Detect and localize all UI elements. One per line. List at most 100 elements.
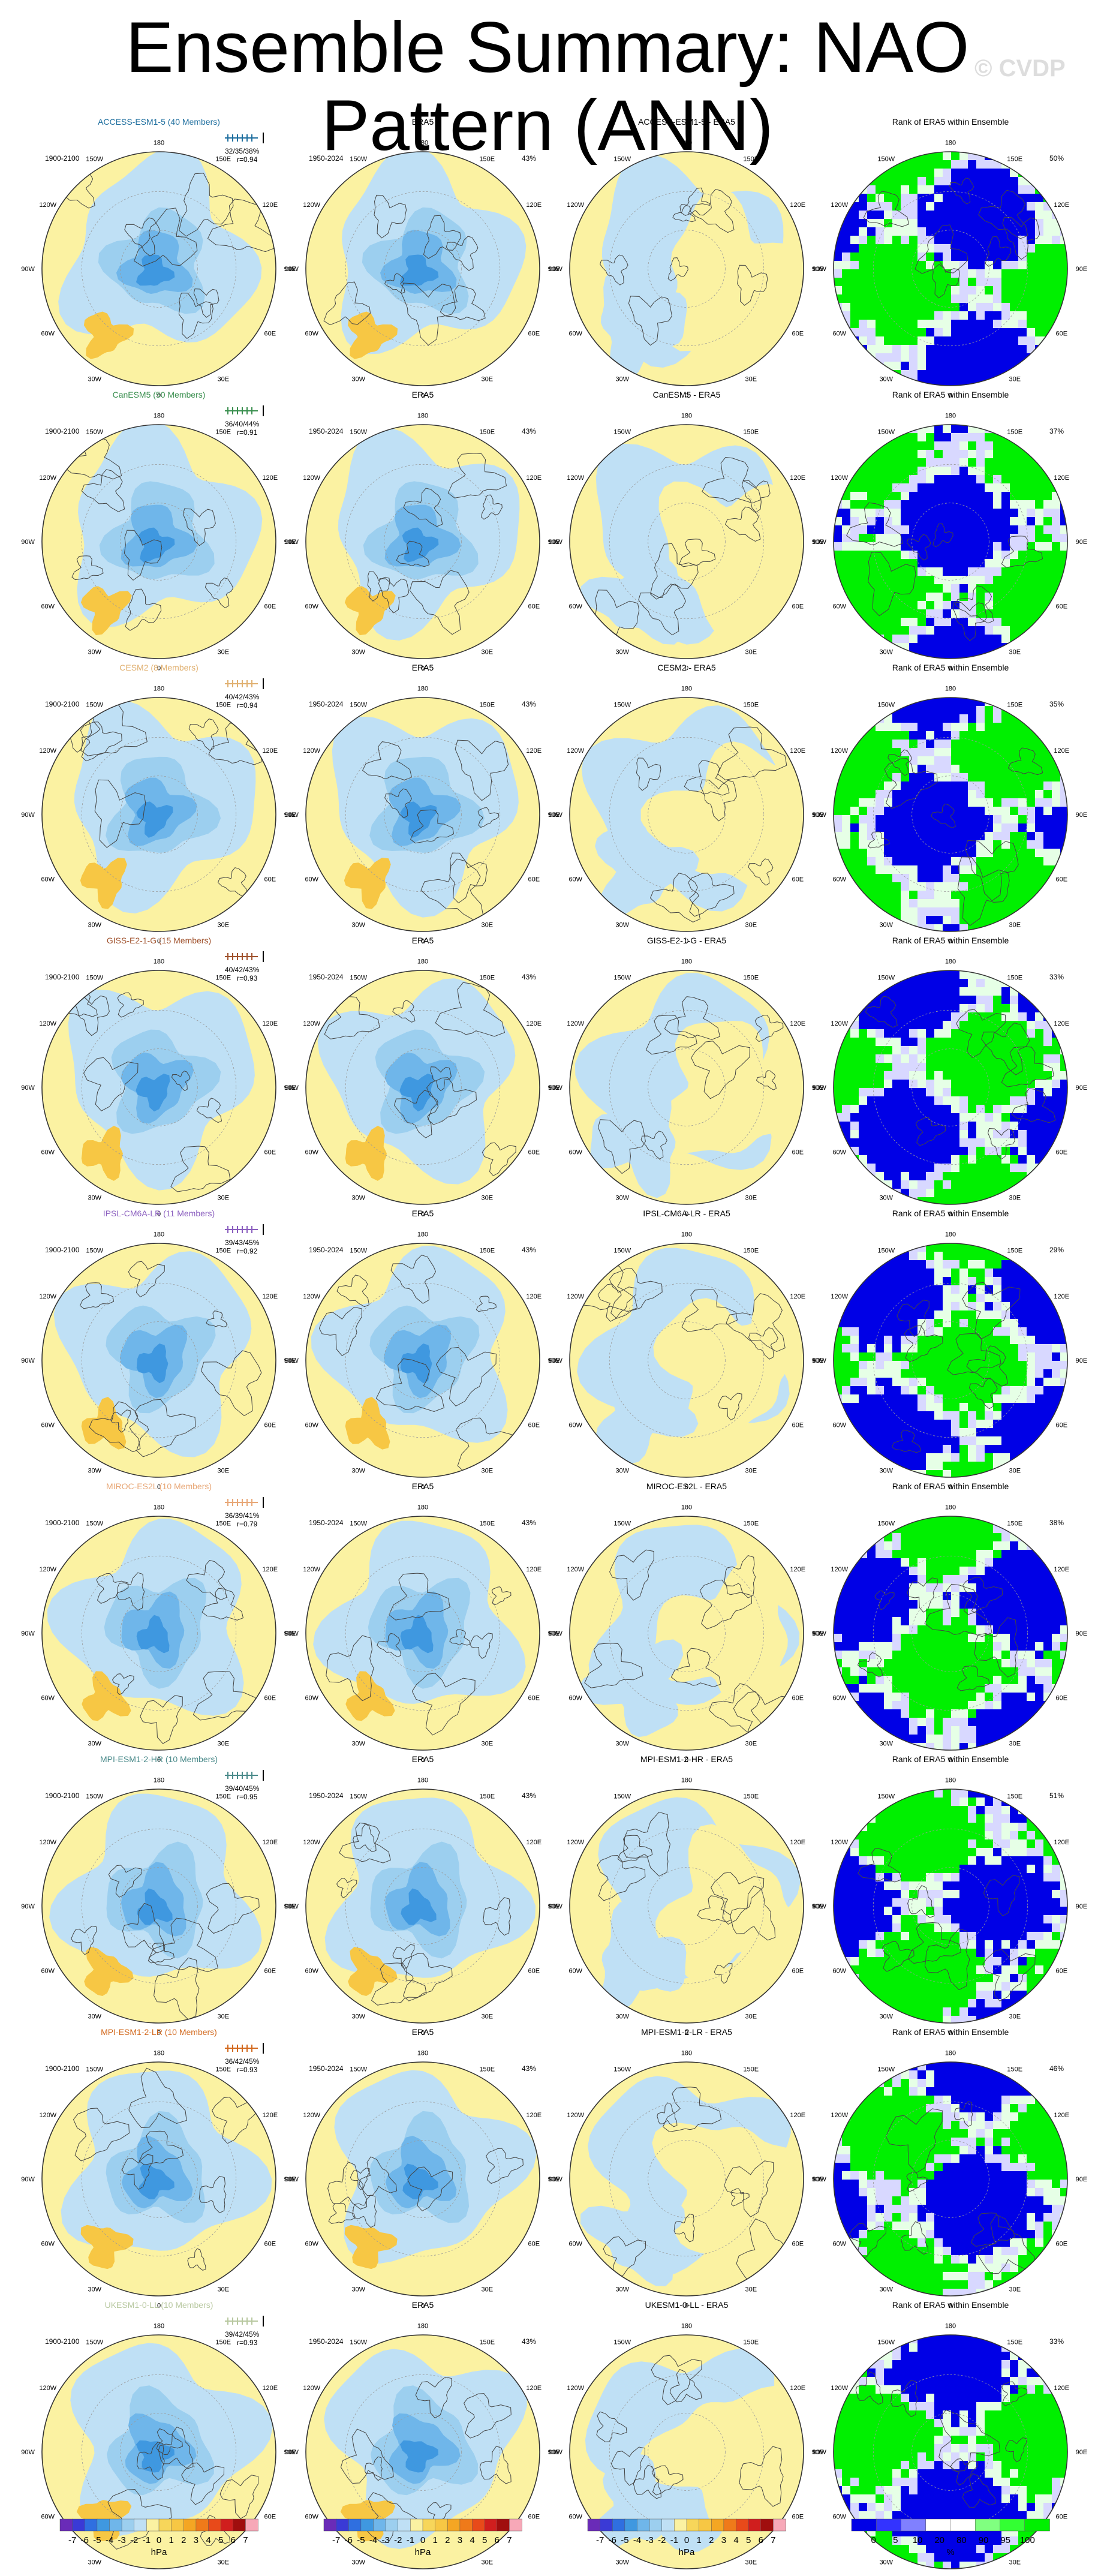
longitude-label: 120E [526,474,542,482]
longitude-label: 60W [568,2240,582,2247]
longitude-label: 60W [305,1694,318,1702]
longitude-label: 30W [879,2013,893,2020]
diff-title: GISS-E2-1-G - ERA5 [647,936,726,945]
map-boundary [41,1516,276,1751]
longitude-label: 150E [1007,702,1022,709]
longitude-label: 150W [877,1248,895,1255]
longitude-label: 150W [613,702,631,709]
longitude-label: 60E [264,1421,276,1429]
ensemble-spread-marker [225,1224,264,1235]
longitude-label: 120W [831,2112,848,2119]
longitude-label: 150E [743,975,759,982]
colorbar-unit: hPa [415,2547,431,2557]
longitude-label: 120W [567,2385,584,2392]
longitude-label: 90E [548,539,560,546]
colorbar-tick-label: -3 [118,2535,125,2545]
colorbar-tick-label: 1 [169,2535,173,2545]
longitude-label: 90E [548,1357,560,1364]
longitude-label: 150W [86,2066,103,2073]
longitude-label: 60W [832,330,846,337]
colorbar-tick-label: -6 [81,2535,89,2545]
colorbar-swatch [950,2518,976,2532]
map-boundary [41,424,276,659]
longitude-label: 60E [264,876,276,883]
longitude-label: 150E [743,1248,759,1255]
longitude-label: 120E [526,1293,542,1300]
longitude-label: 30E [745,1740,757,1747]
longitude-label: 150E [743,156,759,163]
colorbar-swatch [245,2518,258,2532]
longitude-label: 30W [615,1740,629,1747]
obs-title: ERA5 [412,2300,434,2310]
colorbar-swatch [385,2518,399,2532]
longitude-label: 90E [548,1630,560,1637]
map-boundary [41,2334,276,2569]
longitude-label: 180 [945,958,956,965]
longitude-label: 60W [41,2240,55,2247]
longitude-label: 30E [745,1194,757,1201]
longitude-label: 180 [945,412,956,419]
longitude-label: 90W [21,2449,35,2456]
longitude-label: 30E [481,375,493,383]
model-title: CESM2 (8 Members) [119,663,198,672]
longitude-label: 30W [615,2559,629,2566]
longitude-label: 30W [88,1467,101,1474]
longitude-label: 30W [88,2013,101,2020]
longitude-label: 30W [615,2013,629,2020]
map-boundary [833,2061,1068,2297]
longitude-label: 30E [217,2559,229,2566]
page-title: Ensemble Summary: NAO Pattern (ANN) [125,7,970,166]
longitude-label: 60E [1055,876,1067,883]
longitude-label: 120W [303,2385,320,2392]
longitude-label: 0 [421,1211,425,1218]
longitude-label: 90W [285,266,299,273]
longitude-label: 90W [21,1903,35,1910]
longitude-label: 150E [215,1520,231,1528]
longitude-label: 90W [21,539,35,546]
longitude-label: 60E [792,330,804,337]
longitude-label: 0 [421,392,425,399]
longitude-label: 0 [685,1484,688,1491]
longitude-label: 60W [832,2513,846,2520]
colorbar-swatch [723,2518,737,2532]
map-boundary [41,2061,276,2297]
rank-percent: 29% [1049,1246,1064,1254]
longitude-label: 90W [549,2176,562,2183]
longitude-label: 90W [21,1630,35,1637]
longitude-label: 120E [790,1293,805,1300]
pattern-correlation: r=0.79 [237,1520,258,1528]
longitude-label: 120W [303,2112,320,2119]
colorbar-tick-label: 20 [934,2535,944,2545]
longitude-label: 60W [305,2513,318,2520]
longitude-label: 30W [351,2559,365,2566]
longitude-label: 150W [86,1520,103,1528]
longitude-label: 120E [790,1020,805,1027]
longitude-label: 30W [615,375,629,383]
longitude-label: 30E [481,648,493,656]
longitude-label: 0 [157,1484,161,1491]
longitude-label: 60E [264,603,276,610]
longitude-label: 150W [350,1793,367,1801]
longitude-label: 30E [745,375,757,383]
colorbar-diff: -7 -6 -5 -4 -3 -2 -1 0 1 2 3 4 5 6 7 hPa [587,2518,786,2557]
longitude-label: 90W [285,1630,299,1637]
longitude-label: 150W [613,975,631,982]
colorbar-tick-label: -5 [357,2535,365,2545]
longitude-label: 120E [1054,1839,1069,1846]
colorbar-tick-label: 6 [495,2535,500,2545]
colorbar-swatch [925,2518,951,2532]
longitude-label: 90W [549,1630,562,1637]
longitude-label: 60W [305,1149,318,1156]
longitude-label: 150W [613,1520,631,1528]
longitude-label: 120W [831,1566,848,1573]
longitude-label: 120E [1054,2112,1069,2119]
longitude-label: 150W [613,2066,631,2073]
longitude-label: 150E [215,1248,231,1255]
longitude-label: 60W [568,1967,582,1974]
rank-title: Rank of ERA5 within Ensemble [892,663,1009,672]
longitude-label: 60E [792,1967,804,1974]
longitude-label: 120E [1054,747,1069,755]
longitude-label: 90E [812,1357,824,1364]
